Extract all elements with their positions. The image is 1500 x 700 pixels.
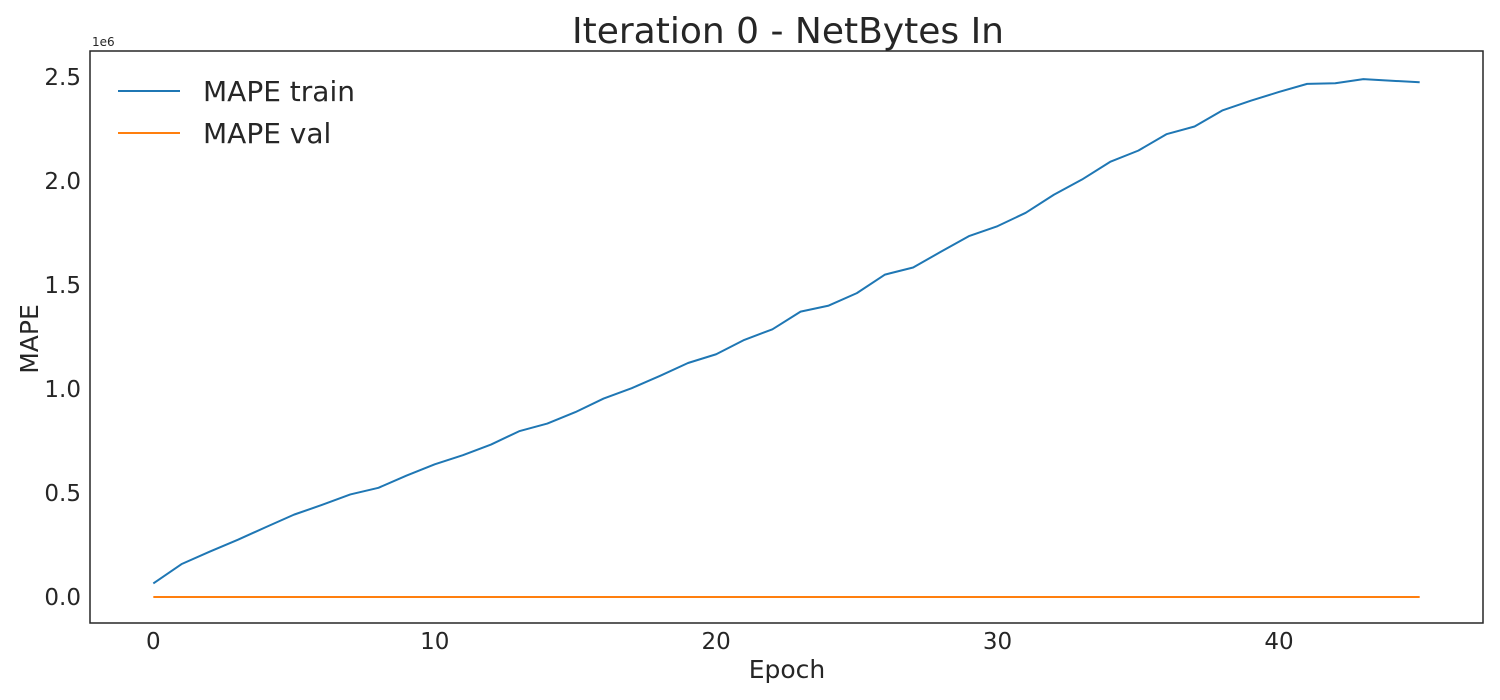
x-tick-label: 30 (983, 629, 1012, 655)
legend: MAPE train MAPE val (118, 75, 355, 150)
plot-area-frame (89, 50, 1484, 624)
series-line-mape-train (152, 78, 1420, 585)
chart-title: Iteration 0 - NetBytes In (572, 11, 1004, 52)
y-tick-label: 1.0 (44, 377, 81, 403)
y-tick-label: 1.5 (44, 273, 81, 299)
x-tick-labels: 0 10 20 30 40 (146, 629, 1294, 655)
y-tick-label: 2.5 (44, 65, 81, 91)
plot-lines (152, 78, 1420, 598)
y-axis-offset-label: 1e6 (92, 35, 115, 49)
y-axis-label: MAPE (15, 304, 44, 374)
y-tick-label: 0.0 (44, 585, 81, 611)
x-tick-label: 40 (1264, 629, 1293, 655)
x-tick-label: 0 (146, 629, 161, 655)
y-tick-labels: 0.0 0.5 1.0 1.5 2.0 2.5 (44, 65, 81, 611)
x-tick-label: 10 (420, 629, 449, 655)
x-axis-label: Epoch (749, 655, 826, 684)
legend-label-mape-val: MAPE val (203, 117, 331, 150)
y-tick-label: 0.5 (44, 481, 81, 507)
x-tick-label: 20 (702, 629, 731, 655)
y-tick-label: 2.0 (44, 169, 81, 195)
legend-label-mape-train: MAPE train (203, 75, 355, 108)
